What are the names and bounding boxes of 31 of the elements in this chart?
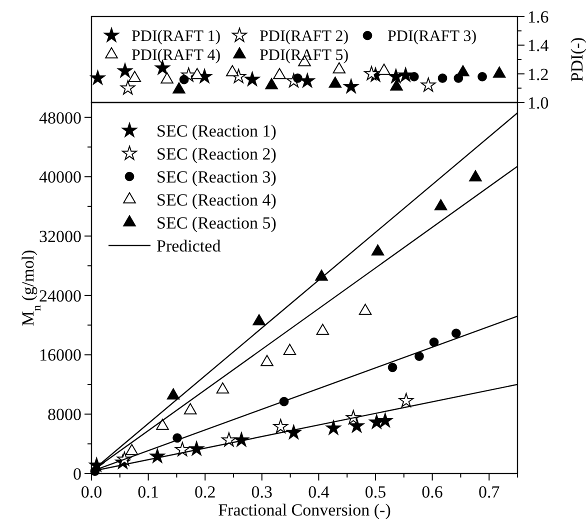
legend-label: PDI(RAFT 3) [388,28,477,46]
y-axis-title: PDI(-) [567,37,586,82]
y-tick-label: 1.4 [528,36,550,56]
legend-label: SEC (Reaction 4) [156,190,276,210]
x-tick-label: 0.2 [194,482,216,502]
legend-label: PDI(RAFT 4) [132,47,221,64]
y-tick-label: 16000 [39,346,82,365]
legend-label: PDI(RAFT 2) [260,28,349,46]
y-tick-label: 1.6 [528,7,549,26]
x-tick-label: 0.7 [478,482,500,502]
y-tick-label: 48000 [39,108,82,128]
legend-label: SEC (Reaction 3) [156,167,276,186]
y-tick-label: 1.2 [528,64,549,84]
legend-label: SEC (Reaction 5) [156,213,276,232]
legend-label: PDI(RAFT 1) [132,28,221,46]
y-tick-label: 40000 [39,168,82,187]
legend-label: SEC (Reaction 2) [156,144,276,164]
x-tick-label: 0.1 [138,482,159,502]
y-tick-label: 32000 [39,227,82,246]
x-tick-label: 0.6 [422,482,443,502]
y-tick-label: 1.0 [528,93,549,112]
x-tick-label: 0.0 [80,482,102,502]
x-tick-label: 0.5 [364,482,386,502]
legend-label: Predicted [156,236,222,256]
legend-label: PDI(RAFT 5) [260,47,349,64]
x-tick-label: 0.3 [251,482,273,502]
y-tick-label: 0 [73,464,82,484]
x-axis-title: Fractional Conversion (-) [218,500,391,520]
x-tick-label: 0.4 [308,482,330,502]
legend-label: SEC (Reaction 1) [156,121,276,140]
y-tick-label: 8000 [48,405,82,424]
